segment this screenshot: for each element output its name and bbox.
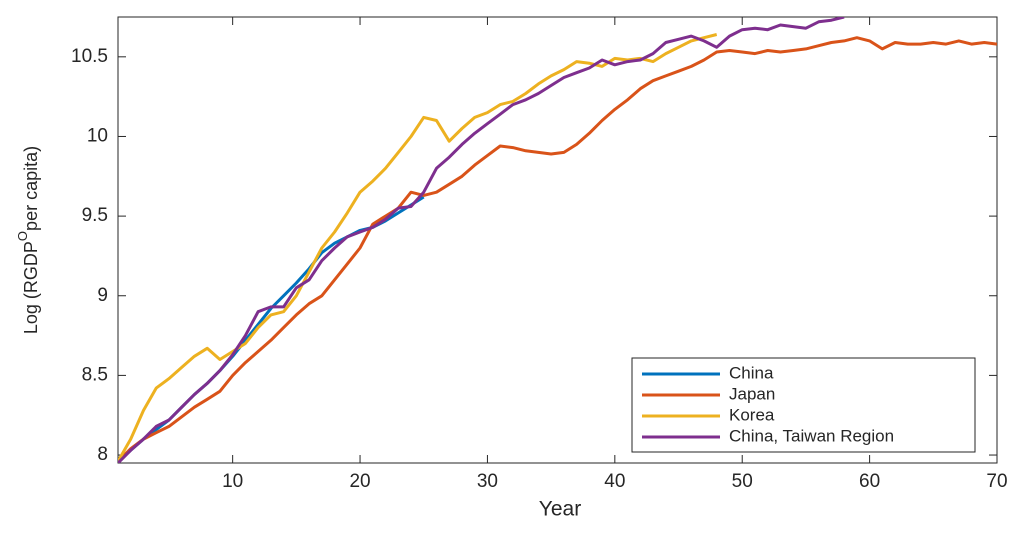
x-tick-label: 60 <box>859 471 880 492</box>
plot-frame <box>117 16 998 464</box>
y-label-sup: O <box>15 231 30 241</box>
x-axis-label: Year <box>539 498 581 521</box>
y-tick-label: 8 <box>97 444 108 465</box>
y-tick-label: 9.5 <box>82 205 108 226</box>
x-tick-label: 40 <box>604 471 625 492</box>
y-axis-label: Log (RGDPOper capita) <box>15 146 40 334</box>
legend-label: China <box>729 363 774 382</box>
y-label-part: Log (RGDP <box>21 241 41 334</box>
x-tick-label: 10 <box>222 471 243 492</box>
legend-label: Korea <box>729 405 775 424</box>
line-series <box>118 36 997 463</box>
x-tick-label: 20 <box>349 471 370 492</box>
legend-label: Japan <box>729 384 775 403</box>
legend-label: China, Taiwan Region <box>729 426 894 445</box>
x-tick-label: 70 <box>986 471 1007 492</box>
y-tick-label: 9 <box>97 285 108 306</box>
y-tick-label: 10.5 <box>71 46 108 67</box>
x-tick-label: 30 <box>477 471 498 492</box>
y-tick-label: 10 <box>87 125 108 146</box>
y-label-part: per capita) <box>21 146 41 231</box>
line-series <box>118 33 718 463</box>
y-tick-label: 8.5 <box>82 364 108 385</box>
x-tick-label: 50 <box>732 471 753 492</box>
line-series <box>118 17 845 463</box>
